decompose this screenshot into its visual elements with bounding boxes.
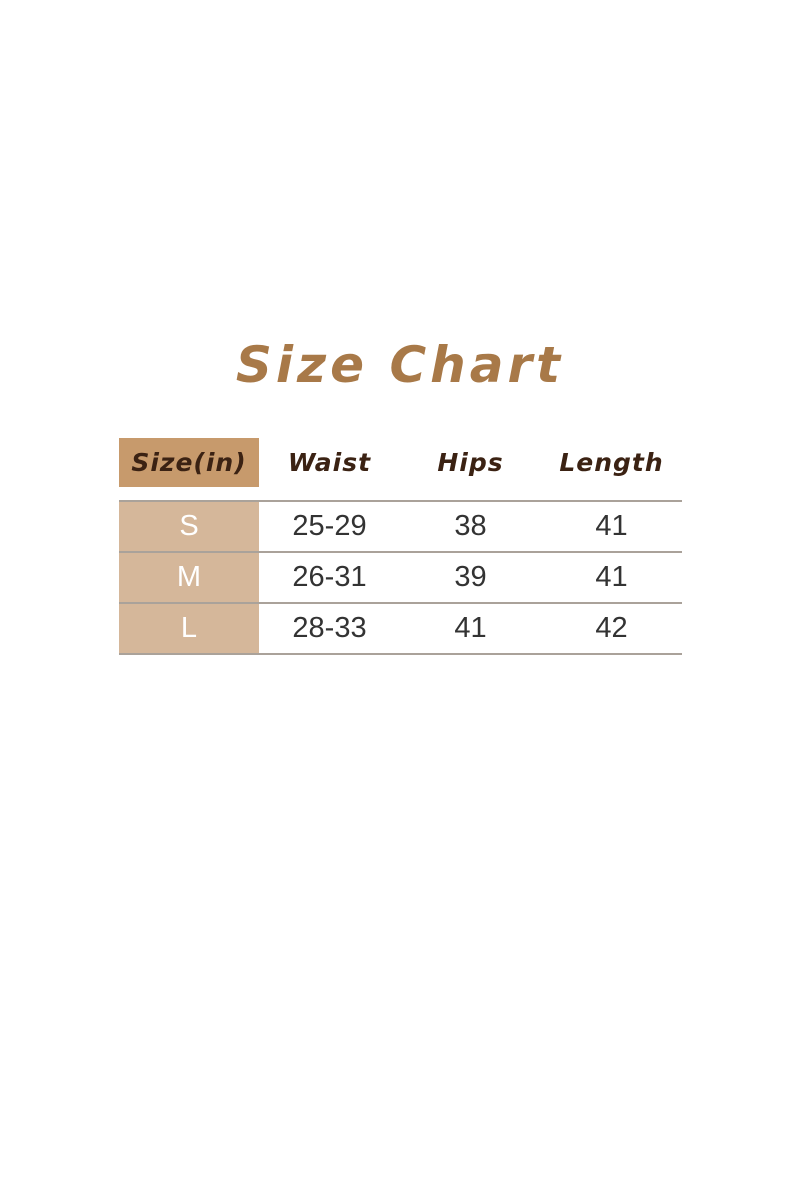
table-row-s: S 25-29 38 41 <box>119 500 682 551</box>
cell-length: 41 <box>541 502 682 551</box>
column-header-hips: Hips <box>400 438 541 487</box>
cell-length: 42 <box>541 604 682 653</box>
cell-hips: 41 <box>400 604 541 653</box>
table-header-row: Size(in) Waist Hips Length <box>119 438 682 487</box>
cell-hips: 38 <box>400 502 541 551</box>
cell-size: L <box>119 604 259 653</box>
page-title: Size Chart <box>235 335 565 394</box>
cell-size: S <box>119 502 259 551</box>
table-row-m: M 26-31 39 41 <box>119 551 682 602</box>
column-header-length: Length <box>541 438 682 487</box>
cell-length: 41 <box>541 553 682 602</box>
cell-size: M <box>119 553 259 602</box>
table-body: S 25-29 38 41 M 26-31 39 41 L 28-33 41 4… <box>119 500 682 655</box>
column-header-waist: Waist <box>259 438 400 487</box>
size-chart-table: Size(in) Waist Hips Length S 25-29 38 41… <box>119 438 682 655</box>
cell-waist: 26-31 <box>259 553 400 602</box>
column-header-size: Size(in) <box>119 438 259 487</box>
cell-hips: 39 <box>400 553 541 602</box>
cell-waist: 25-29 <box>259 502 400 551</box>
table-row-l: L 28-33 41 42 <box>119 602 682 653</box>
cell-waist: 28-33 <box>259 604 400 653</box>
